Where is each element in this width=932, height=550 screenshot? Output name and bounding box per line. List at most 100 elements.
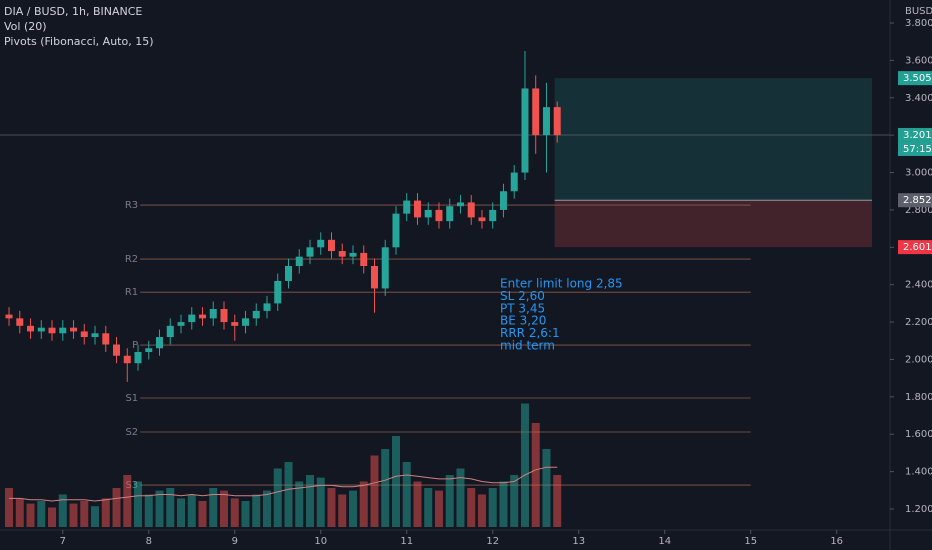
volume-bar — [531, 423, 540, 527]
candle-body — [424, 209, 432, 218]
candle-body — [145, 348, 153, 352]
y-tick-label: 2.400 — [905, 280, 932, 291]
volume-bar — [69, 503, 78, 527]
y-tick-label: 3.600 — [905, 55, 932, 66]
candle-body — [188, 314, 196, 323]
volume-bar — [241, 501, 250, 527]
volume-bar — [305, 475, 314, 527]
candle-body — [413, 200, 421, 218]
candle-body — [553, 107, 561, 136]
y-tick-label: 3.000 — [905, 168, 932, 179]
volume-bar — [48, 507, 57, 527]
candle-body — [27, 325, 35, 332]
candle-body — [199, 314, 207, 319]
volume-bar — [252, 494, 261, 527]
volume-bar — [177, 498, 186, 527]
candle-body — [166, 325, 174, 338]
x-tick-label: 9 — [232, 536, 238, 547]
stop-zone — [554, 200, 872, 248]
volume-bar — [327, 488, 336, 527]
candle-body — [478, 217, 486, 222]
volume-bar — [413, 481, 422, 527]
volume-bar — [144, 494, 153, 527]
candle-body — [242, 318, 250, 326]
y-tick-label: 2.800 — [905, 205, 932, 216]
candle-body — [306, 247, 314, 257]
volume-bar — [5, 488, 14, 527]
candle-body — [338, 251, 346, 257]
candle-body — [156, 337, 164, 349]
volume-bar — [488, 488, 497, 527]
volume-bar — [456, 468, 465, 527]
volume-bar — [402, 462, 411, 527]
volume-bar — [391, 436, 400, 527]
volume-bar — [80, 501, 89, 527]
x-tick-label: 11 — [400, 536, 413, 547]
volume-ma — [9, 466, 558, 502]
candle-body — [370, 266, 378, 289]
volume-bar — [209, 488, 218, 527]
candle-body — [5, 314, 13, 319]
target-zone — [554, 78, 872, 201]
volume-bar — [91, 506, 100, 527]
volume-bar — [263, 490, 271, 527]
candle-body — [542, 107, 550, 136]
volume-bar — [542, 449, 551, 527]
candle-body — [231, 322, 239, 326]
candle-body — [220, 308, 228, 323]
entry-badge — [898, 193, 932, 208]
stop-badge — [898, 240, 932, 255]
annotation: SL 2,60 — [500, 289, 545, 303]
volume-bar — [273, 468, 282, 527]
candle-body — [123, 355, 131, 364]
volume-bar — [101, 498, 110, 527]
volume-bar — [510, 475, 519, 527]
candle-body — [467, 202, 475, 218]
y-tick-label: 3.400 — [905, 93, 932, 104]
y-tick-label: 2.200 — [905, 317, 932, 328]
entry-badge-label: 2.852 — [903, 195, 932, 206]
x-tick-label: 15 — [744, 536, 757, 547]
annotation: mid term — [500, 339, 555, 353]
x-tick-label: 16 — [830, 536, 843, 547]
candle-body — [499, 191, 507, 210]
candle-body — [295, 256, 303, 266]
candle-body — [403, 200, 411, 214]
candle-body — [80, 331, 88, 338]
x-tick-label: 13 — [572, 536, 585, 547]
candle-body — [360, 252, 368, 266]
pivot-label: R2 — [125, 254, 138, 265]
x-tick-label: 7 — [60, 536, 66, 547]
y-tick-label: 1.600 — [905, 429, 932, 440]
volume-bar — [166, 488, 175, 527]
pivot-label: P — [132, 340, 138, 351]
volume-bar — [123, 475, 132, 527]
annotation: RRR 2,6:1 — [500, 326, 560, 340]
candle-body — [510, 172, 518, 192]
candle-body — [48, 327, 56, 334]
volume-bar — [187, 494, 196, 527]
y-tick-label: 2.000 — [905, 354, 932, 365]
volume-bar — [37, 501, 46, 527]
pivot-label: R1 — [125, 287, 138, 298]
candle-body — [532, 88, 540, 136]
volume-bar — [370, 455, 379, 527]
candle-body — [317, 239, 325, 248]
price-badge — [898, 127, 932, 142]
candle-body — [327, 239, 335, 252]
chart-title: DIA / BUSD, 1h, BINANCE — [4, 5, 142, 18]
candle-body — [16, 318, 24, 326]
indicator-label: Vol (20) — [4, 20, 47, 33]
candle-body — [252, 310, 260, 319]
x-tick-label: 10 — [314, 536, 327, 547]
candle-body — [381, 247, 389, 289]
pivot-label: S1 — [125, 393, 138, 404]
volume-bar — [359, 481, 368, 527]
x-tick-label: 14 — [658, 536, 671, 547]
indicator-label: Pivots (Fibonacci, Auto, 15) — [4, 35, 154, 48]
volume-bar — [348, 490, 357, 527]
candle-body — [70, 327, 78, 332]
